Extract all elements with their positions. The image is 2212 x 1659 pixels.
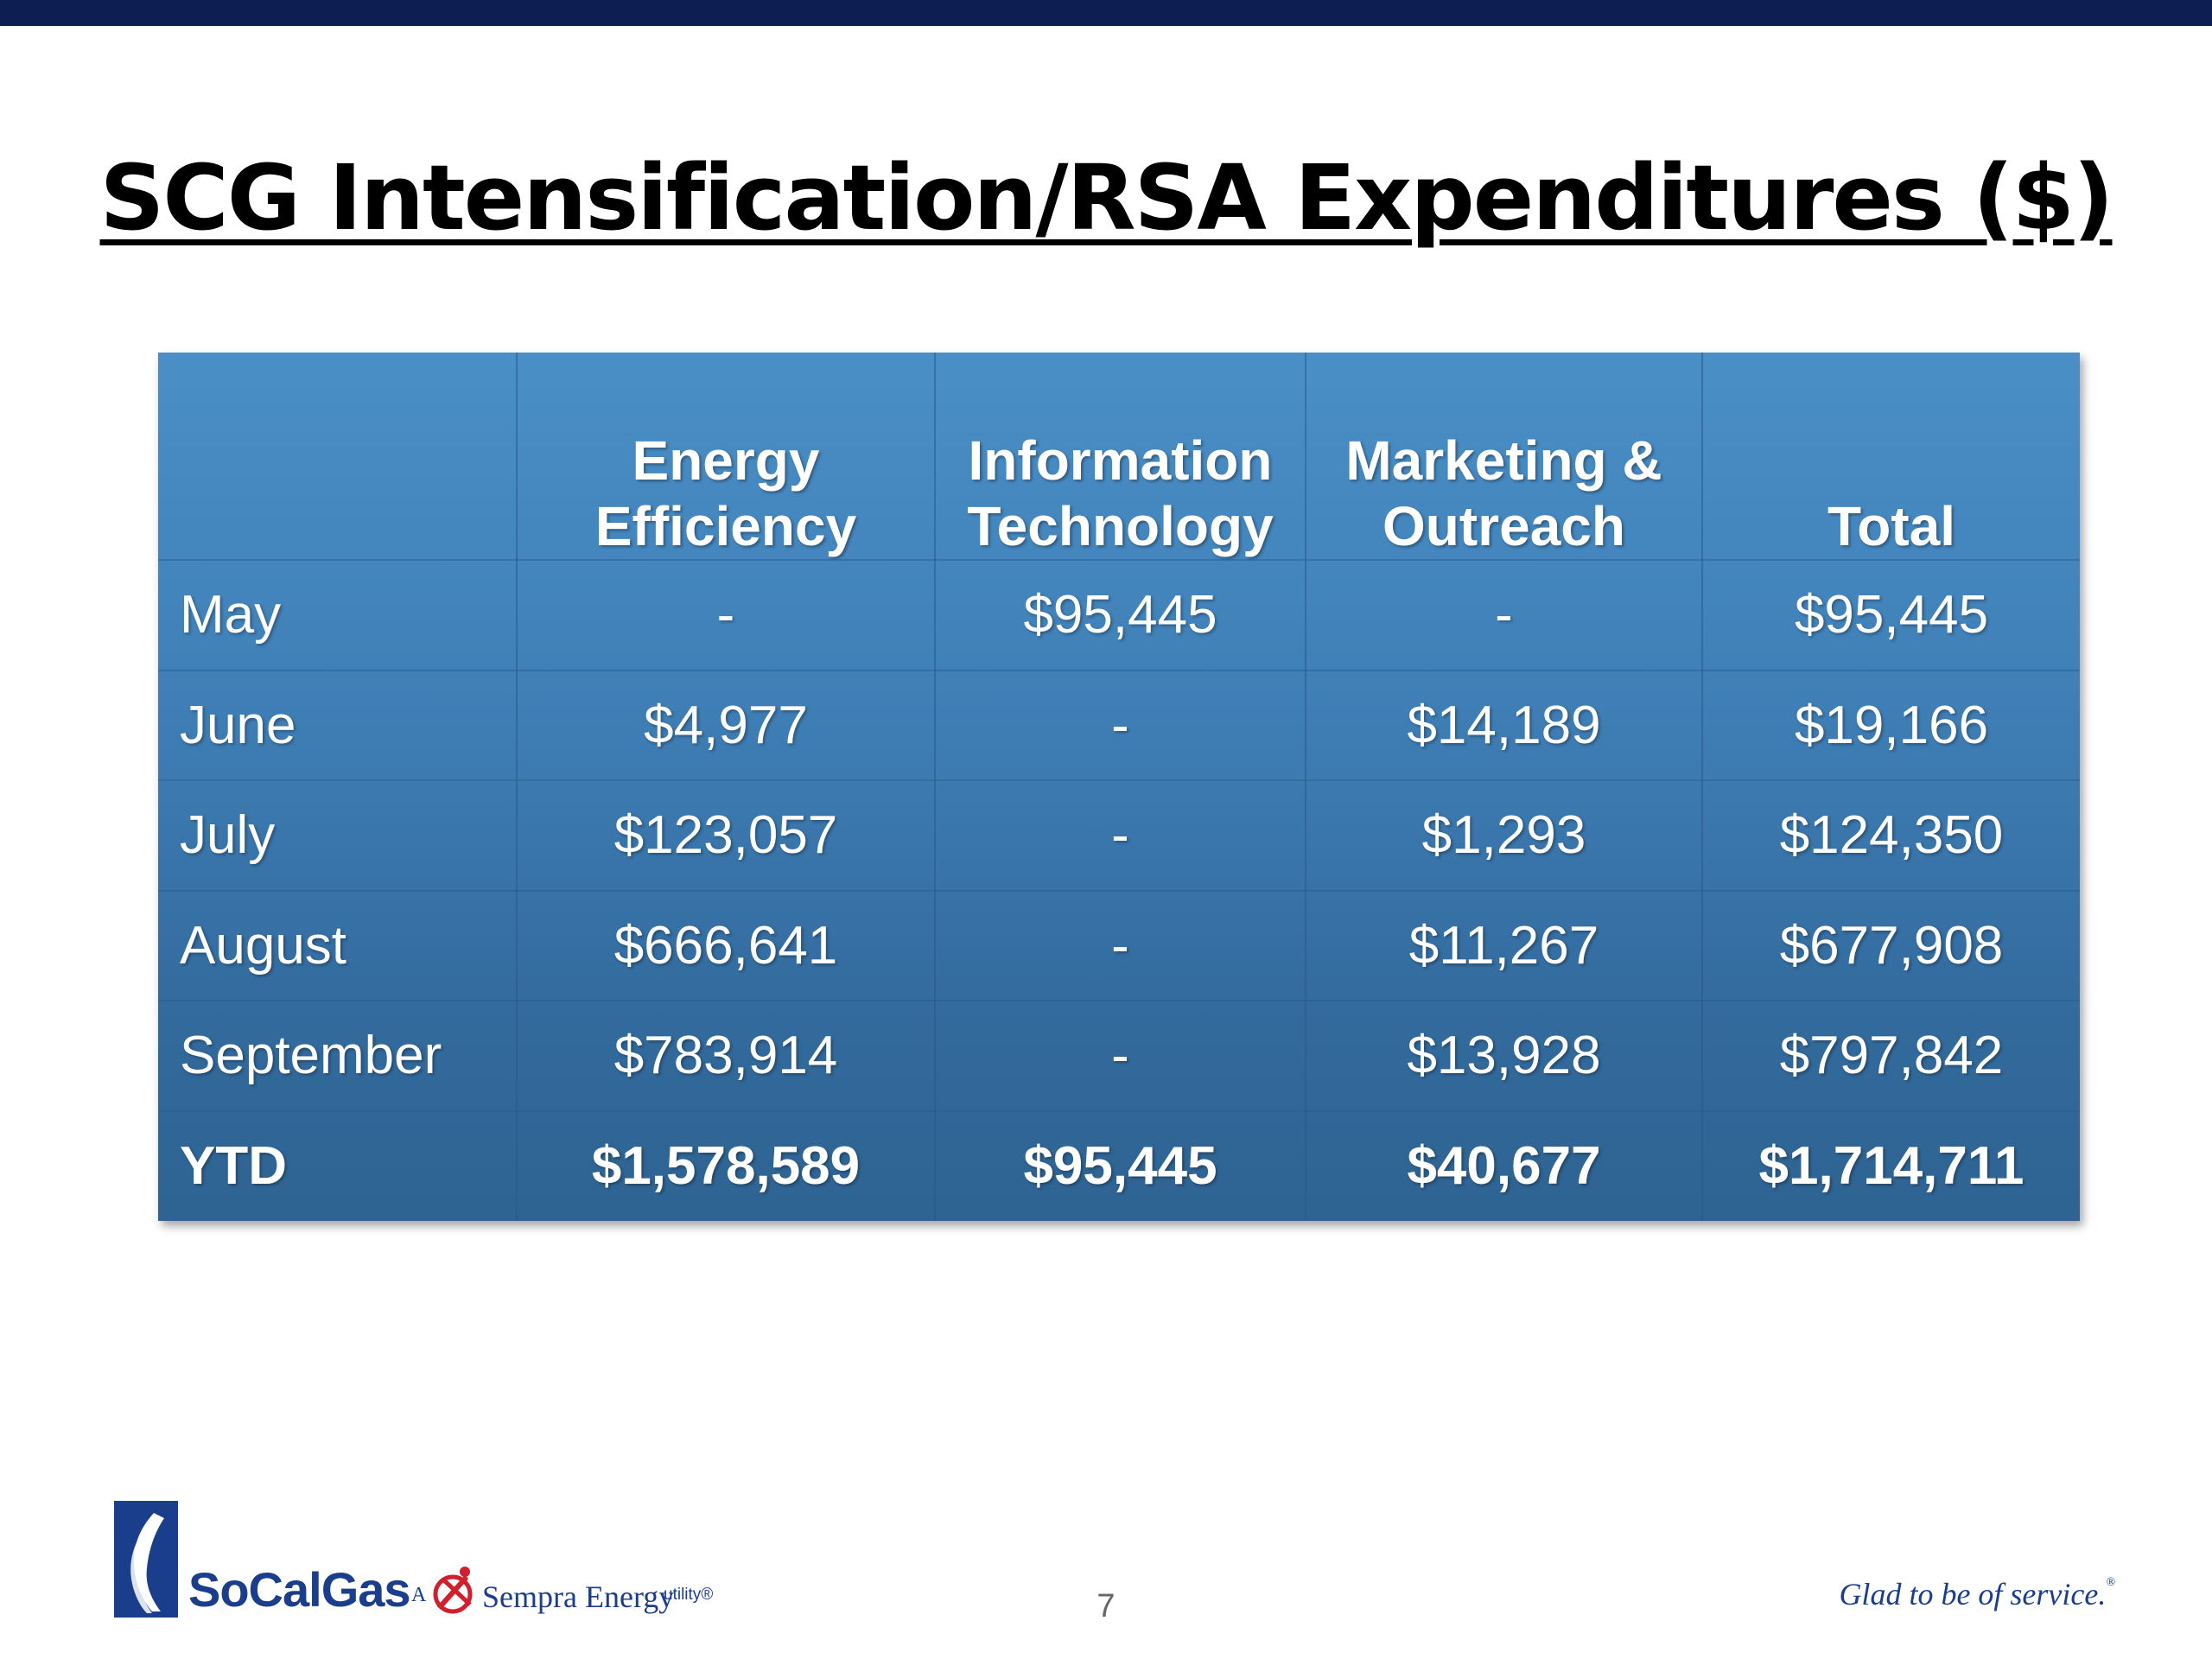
table-cell: $19,166: [1702, 670, 2080, 781]
header-line: Efficiency: [594, 495, 857, 557]
table-cell: $677,908: [1702, 890, 2080, 1001]
table-cell: -: [935, 890, 1306, 1001]
header-corner: [158, 353, 518, 561]
slide-title-text: SCG Intensification/RSA Expenditures ($): [99, 145, 2114, 251]
table-cell: $1,578,589: [517, 1110, 936, 1221]
table-cell: -: [935, 670, 1306, 781]
header-line: Total: [1827, 495, 1956, 557]
header-line: Energy: [632, 429, 820, 492]
table-cell: $95,445: [1702, 560, 2080, 671]
table-header-row: Energy Efficiency Information Technology…: [158, 353, 2080, 561]
logo-a-text: A: [411, 1584, 427, 1606]
header-marketing-outreach: Marketing & Outreach: [1306, 353, 1703, 561]
tagline: Glad to be of service.®: [1839, 1576, 2115, 1612]
flame-icon: [114, 1501, 178, 1618]
table-row: May - $95,445 - $95,445: [158, 560, 2080, 671]
table-row: June $4,977 - $14,189 $19,166: [158, 670, 2080, 781]
table-row: August $666,641 - $11,267 $677,908: [158, 890, 2080, 1001]
table-row-ytd: YTD $1,578,589 $95,445 $40,677 $1,714,71…: [158, 1110, 2080, 1221]
header-energy-efficiency: Energy Efficiency: [517, 353, 936, 561]
table-cell: $14,189: [1306, 670, 1703, 781]
table-cell: -: [517, 560, 936, 671]
table-cell: -: [1306, 560, 1703, 671]
row-label: September: [158, 1001, 518, 1112]
row-label: May: [158, 560, 518, 671]
row-label: August: [158, 890, 518, 1001]
tagline-text: Glad to be of service.: [1839, 1577, 2107, 1611]
brand-name: SoCalGas: [188, 1562, 411, 1617]
table-cell: $95,445: [935, 560, 1306, 671]
table-cell: -: [935, 1001, 1306, 1112]
sempra-utility: utility®: [664, 1586, 714, 1604]
sempra-name: Sempra Energy: [482, 1580, 675, 1614]
row-label: June: [158, 670, 518, 781]
table-cell: $40,677: [1306, 1110, 1703, 1221]
row-label: July: [158, 780, 518, 892]
expenditures-table: Energy Efficiency Information Technology…: [158, 353, 2080, 1221]
row-label: YTD: [158, 1110, 518, 1221]
page-number: 7: [1096, 1588, 1116, 1624]
table-cell: $1,714,711: [1758, 1136, 2024, 1197]
table-cell: $123,057: [517, 780, 936, 892]
table-cell: $797,842: [1702, 1001, 2080, 1112]
table-row: July $123,057 - $1,293 $124,350: [158, 780, 2080, 892]
sempra-swirl-icon: [432, 1563, 480, 1619]
table-cell: $124,350: [1702, 780, 2080, 892]
header-line: Marketing &: [1345, 429, 1662, 492]
table-cell: $783,914: [517, 1001, 936, 1112]
header-line: Outreach: [1382, 495, 1625, 557]
header-total: Total: [1702, 353, 2080, 561]
slide-title: SCG Intensification/RSA Expenditures ($): [0, 145, 2212, 251]
header-line: Information: [968, 429, 1273, 492]
top-bar: [0, 0, 2212, 26]
table-cell: $1,293: [1306, 780, 1703, 892]
table-cell: $11,267: [1306, 890, 1703, 1001]
table-cell: -: [935, 780, 1306, 892]
tagline-mark: ®: [2106, 1576, 2115, 1589]
header-line: Technology: [967, 495, 1274, 557]
table-row: September $783,914 - $13,928 $797,842: [158, 1001, 2080, 1112]
table-cell: $4,977: [517, 670, 936, 781]
table-cell: $666,641: [517, 890, 936, 1001]
socalgas-logo: SoCalGas A Sempra Energy utility®: [114, 1499, 736, 1620]
table-cell: $13,928: [1306, 1001, 1703, 1112]
table-cell: $95,445: [935, 1110, 1306, 1221]
header-information-technology: Information Technology: [935, 353, 1306, 561]
